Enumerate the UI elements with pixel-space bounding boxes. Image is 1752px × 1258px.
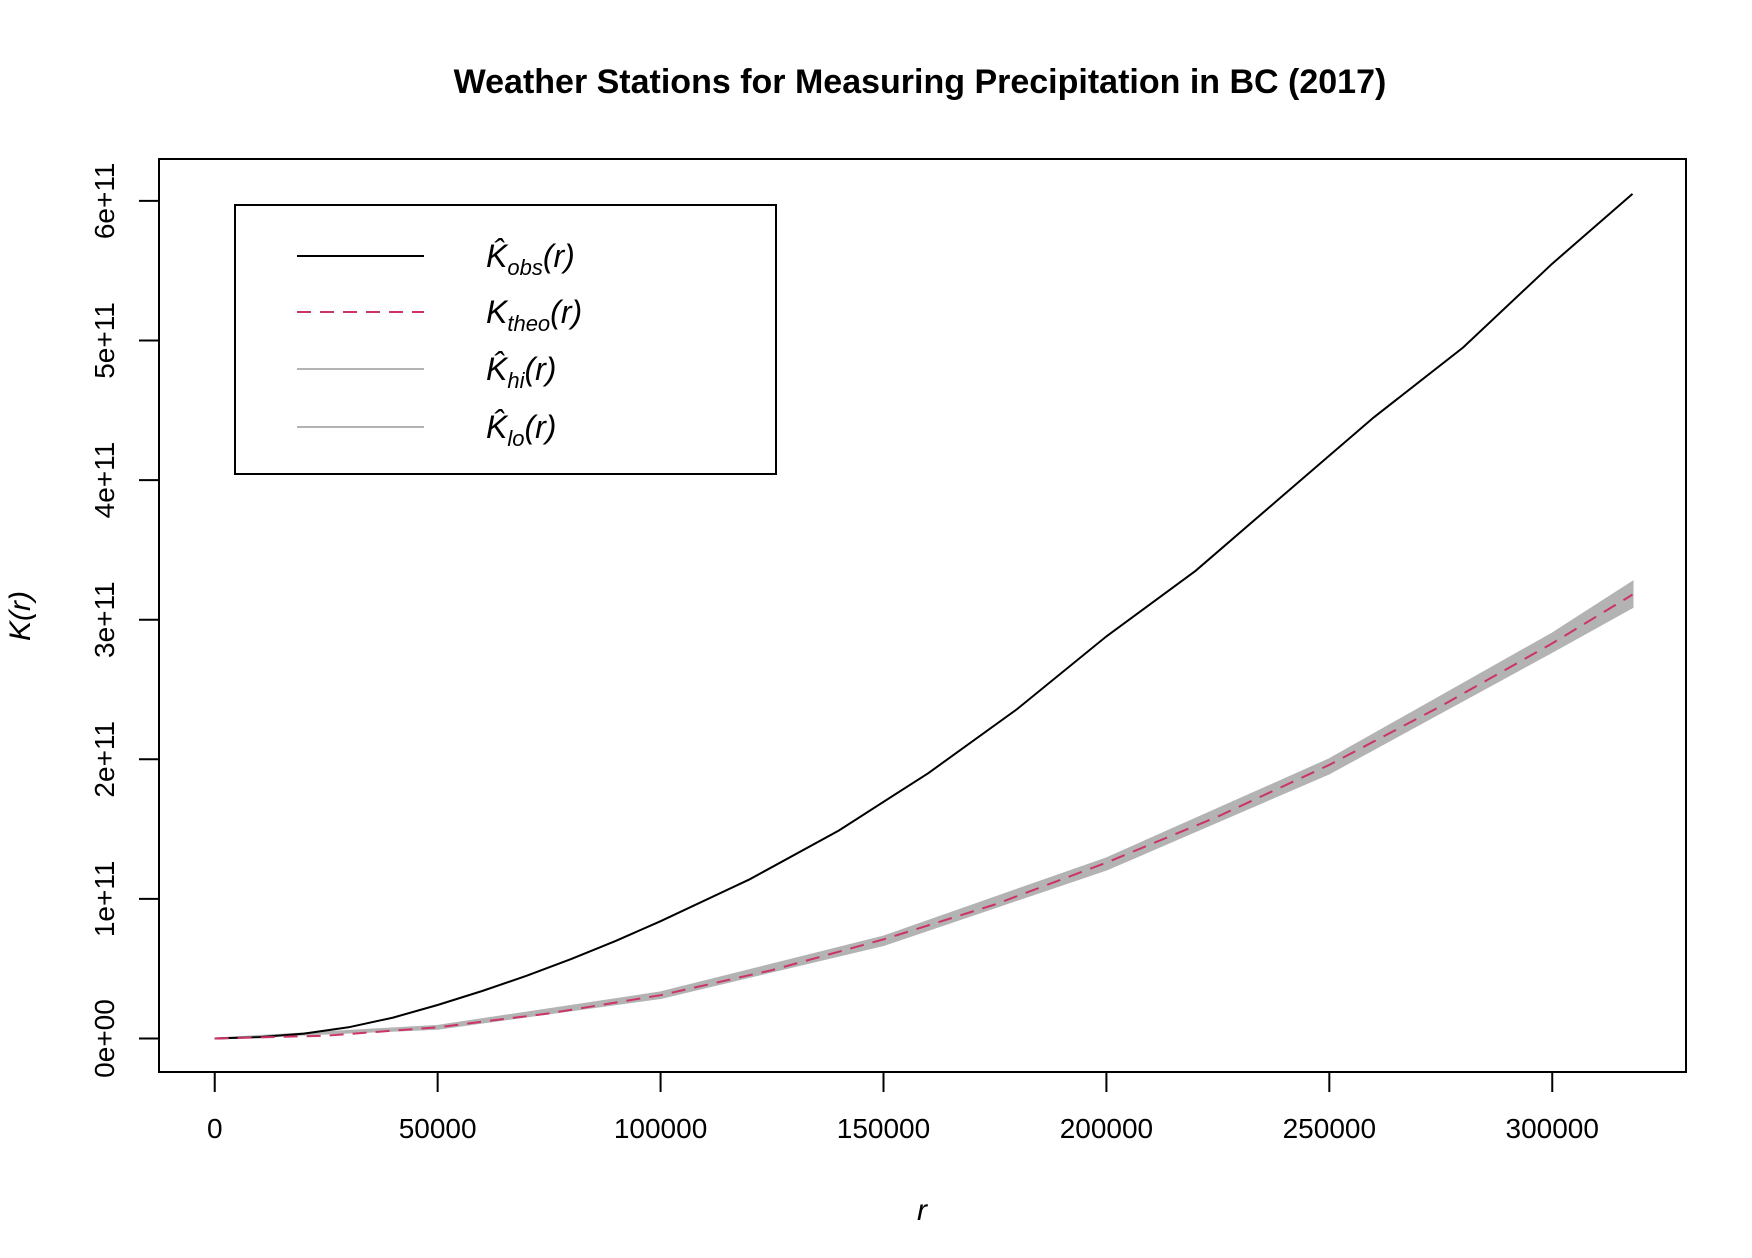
- legend-label-obs: K̂obs(r): [486, 238, 575, 280]
- legend: K̂obs(r) Ktheo(r) K̂hi(r) K̂lo(r): [234, 204, 777, 475]
- series-line-obs: [214, 193, 1634, 1040]
- x-tick-label: 0: [207, 1113, 223, 1144]
- y-tick-label: 2e+11: [89, 721, 120, 798]
- y-axis-label: K(r): [4, 591, 37, 641]
- series-line-theo: [214, 593, 1634, 1040]
- legend-item-obs: K̂obs(r): [297, 238, 575, 280]
- legend-item-theo: Ktheo(r): [297, 294, 582, 336]
- x-tick-label: 200000: [1060, 1113, 1153, 1144]
- x-tick-label: 50000: [399, 1113, 477, 1144]
- legend-label-theo: Ktheo(r): [486, 294, 582, 336]
- chart-title: Weather Stations for Measuring Precipita…: [454, 63, 1387, 101]
- y-tick-label: 4e+11: [89, 442, 120, 519]
- y-tick-label: 5e+11: [89, 302, 120, 379]
- x-tick-label: 300000: [1506, 1113, 1599, 1144]
- x-tick-label: 100000: [614, 1113, 707, 1144]
- y-tick-label: 3e+11: [89, 581, 120, 658]
- legend-label-hi: K̂hi(r): [486, 351, 556, 393]
- envelope-layer: [214, 580, 1634, 1040]
- legend-box: [234, 204, 777, 475]
- legend-label-lo: K̂lo(r): [486, 409, 556, 451]
- x-tick-label: 250000: [1283, 1113, 1376, 1144]
- legend-item-hi: K̂hi(r): [297, 351, 556, 393]
- x-tick-label: 150000: [837, 1113, 930, 1144]
- legend-item-lo: K̂lo(r): [297, 409, 556, 451]
- y-tick-label: 0e+00: [89, 999, 120, 1078]
- y-axis: 0e+00 1e+11 2e+11 3e+11 4e+11 5e+11 6e+11: [89, 163, 160, 1078]
- series-layer: [214, 193, 1634, 1040]
- y-tick-label: 6e+11: [89, 163, 120, 240]
- x-axis: 0 50000 100000 150000 200000 250000 300000: [207, 1071, 1599, 1144]
- y-tick-label: 1e+11: [89, 861, 120, 938]
- envelope-band: [214, 580, 1634, 1040]
- x-axis-label: r: [917, 1194, 928, 1227]
